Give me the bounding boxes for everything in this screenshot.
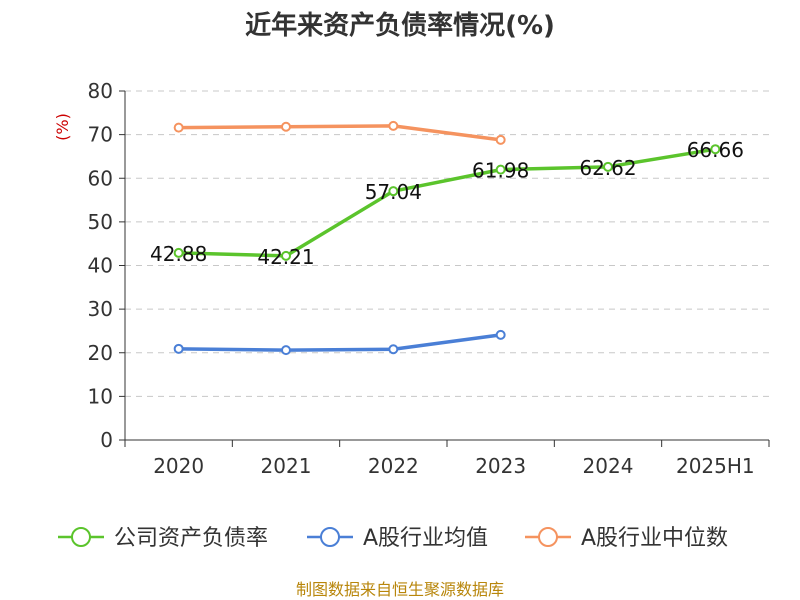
data-point	[173, 343, 184, 354]
data-point	[495, 164, 506, 175]
plot-series	[173, 120, 721, 356]
data-label: 66.66	[687, 138, 744, 162]
legend-marker	[538, 527, 558, 547]
data-point	[281, 250, 291, 261]
chart-title: 近年来资产负债率情况(%)	[245, 10, 555, 41]
legend-item: A股行业均值	[307, 526, 488, 551]
data-point	[281, 121, 291, 132]
data-label: 57.04	[365, 180, 422, 204]
data-point	[495, 134, 506, 145]
data-point	[710, 144, 721, 155]
data-label: 62.62	[579, 156, 636, 180]
legend-label: 公司资产负债率	[114, 526, 268, 551]
data-point	[388, 344, 399, 355]
series-line-1	[178, 147, 716, 258]
data-point	[495, 329, 506, 340]
x-tick-label: 2022	[368, 454, 419, 478]
data-label: 42.21	[257, 245, 314, 269]
x-tick-label: 2025H1	[676, 454, 755, 478]
x-tick-label: 2024	[583, 454, 634, 478]
y-tick-label: 40	[88, 254, 113, 278]
legend-item: 公司资产负债率	[58, 526, 268, 551]
y-tick-label: 60	[88, 166, 113, 190]
series-line-3	[178, 124, 501, 142]
legend-label: A股行业均值	[363, 526, 488, 551]
source-note: 制图数据来自恒生聚源数据库	[296, 580, 504, 599]
data-point	[388, 120, 399, 131]
data-point	[281, 345, 291, 356]
legend-marker	[71, 527, 91, 547]
x-tick-label: 2021	[261, 454, 312, 478]
legend-item: A股行业中位数	[525, 526, 728, 551]
y-tick-label: 0	[100, 428, 113, 452]
legend-label: A股行业中位数	[581, 526, 728, 551]
data-point	[173, 247, 184, 258]
data-labels: 42.88 42.21 57.04 61.98 62.62 66.66	[150, 138, 744, 269]
data-point	[173, 122, 184, 133]
data-label: 61.98	[472, 159, 529, 183]
axes: 0 10 20 30 40 50 60 70 80 2020 2021 2022 2023 2024 202…	[88, 79, 770, 478]
y-tick-label: 20	[88, 341, 113, 365]
x-tick-label: 2020	[153, 454, 204, 478]
series-line-2	[178, 333, 501, 352]
data-label: 42.88	[150, 242, 207, 266]
y-axis-label: (%)	[53, 113, 72, 141]
y-tick-label: 70	[88, 123, 113, 147]
y-tick-label: 10	[88, 384, 113, 408]
x-tick-label: 2023	[475, 454, 526, 478]
data-point	[388, 186, 399, 197]
data-point	[603, 161, 613, 172]
y-tick-label: 50	[88, 210, 113, 234]
y-tick-label: 80	[88, 79, 113, 103]
legend: 公司资产负债率 A股行业均值 A股行业中位数	[58, 526, 728, 551]
y-tick-label: 30	[88, 297, 113, 321]
legend-marker	[320, 527, 340, 547]
